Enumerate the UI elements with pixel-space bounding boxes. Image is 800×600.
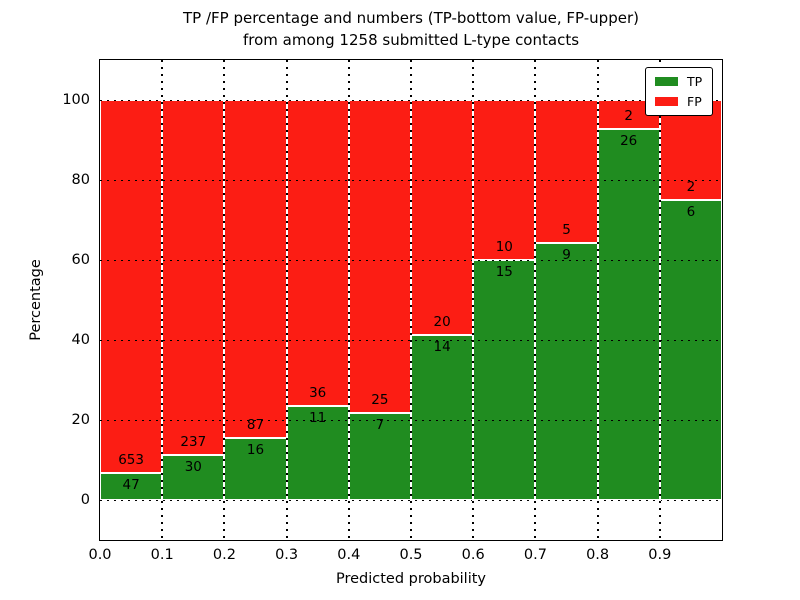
bar-count-label-tp: 11 bbox=[309, 410, 327, 427]
bar-count-label-fp: 20 bbox=[433, 314, 451, 331]
legend-swatch-tp bbox=[655, 77, 678, 86]
x-tick-label: 0.3 bbox=[275, 547, 299, 563]
gridline-vertical bbox=[285, 60, 288, 540]
bar-segment-fp bbox=[411, 100, 474, 336]
bar-segment-fp bbox=[286, 100, 349, 407]
plot-area: 653 47 237 30 87 16 36 11 25 7 20 14 10 15 5 9 2 26 2 6 TP F… bbox=[99, 59, 723, 541]
bar-count-label-fp: 2 bbox=[624, 107, 633, 124]
bar-count-label-tp: 16 bbox=[246, 441, 265, 458]
gridline-vertical bbox=[347, 60, 350, 540]
y-tick-label: 80 bbox=[71, 172, 90, 188]
bar-segment-tp bbox=[535, 242, 598, 500]
x-tick-label: 0.6 bbox=[461, 547, 485, 563]
bar-count-label-tp: 7 bbox=[375, 416, 385, 433]
bar-segment-tp bbox=[597, 128, 660, 500]
bar-segment-tp bbox=[100, 473, 163, 500]
x-tick-label: 0.7 bbox=[523, 547, 547, 563]
y-tick-label: 40 bbox=[71, 332, 90, 348]
bar-segment-fp bbox=[162, 100, 225, 456]
x-tick-label: 0.1 bbox=[150, 547, 174, 563]
gridline-vertical bbox=[161, 60, 164, 540]
bar-segment-fp bbox=[100, 100, 163, 474]
bar-count-label-fp: 653 bbox=[118, 452, 144, 469]
bar-count-label-tp: 15 bbox=[495, 264, 513, 280]
y-tick-label: 0 bbox=[80, 492, 90, 508]
x-tick-label: 0.9 bbox=[648, 547, 672, 563]
chart-title-line2: from among 1258 submitted L-type contact… bbox=[242, 31, 580, 49]
x-axis-label: Predicted probability bbox=[335, 571, 487, 587]
y-tick-label: 100 bbox=[62, 92, 90, 108]
bar-segment-fp bbox=[224, 100, 287, 438]
bar-count-label-fp: 2 bbox=[686, 179, 696, 195]
x-tick-label: 0.2 bbox=[212, 547, 236, 563]
gridline-vertical bbox=[658, 60, 661, 540]
y-tick-label: 60 bbox=[71, 252, 90, 268]
x-tick-label: 0.0 bbox=[88, 547, 112, 563]
legend-label-tp: TP bbox=[687, 74, 703, 89]
bar-count-label-fp: 10 bbox=[495, 239, 513, 255]
bar-count-label-fp: 237 bbox=[180, 434, 207, 451]
bar-segment-fp bbox=[348, 100, 411, 413]
bar-segment-tp bbox=[348, 412, 411, 500]
bar-count-label-tp: 9 bbox=[562, 246, 571, 263]
legend-label-fp: FP bbox=[687, 94, 702, 109]
bar-count-label-tp: 14 bbox=[433, 339, 451, 356]
gridline-vertical bbox=[472, 60, 475, 540]
bar-segment-tp bbox=[411, 335, 474, 500]
bar-segment-tp bbox=[473, 260, 536, 500]
legend-swatch-fp bbox=[655, 97, 678, 106]
bar-segment-fp bbox=[659, 100, 722, 200]
y-tick-label: 20 bbox=[71, 412, 90, 428]
legend: TP FP bbox=[645, 67, 714, 116]
chart-title-line1: TP /FP percentage and numbers (TP-bottom… bbox=[183, 9, 639, 27]
gridline-vertical bbox=[596, 60, 599, 540]
gridline-vertical bbox=[534, 60, 537, 540]
bar-count-label-fp: 25 bbox=[371, 391, 389, 408]
x-tick-label: 0.5 bbox=[399, 547, 423, 563]
bar-count-label-tp: 6 bbox=[686, 204, 696, 220]
bar-segment-tp bbox=[286, 406, 349, 500]
bar-count-label-tp: 30 bbox=[184, 459, 202, 476]
bar-count-label-fp: 5 bbox=[562, 221, 571, 238]
x-tick-label: 0.4 bbox=[337, 547, 361, 563]
y-axis-label: Percentage bbox=[28, 259, 44, 341]
bar-count-label-tp: 47 bbox=[122, 477, 140, 494]
bar-segment-tp bbox=[659, 200, 722, 500]
legend-entry-tp: TP bbox=[655, 74, 702, 89]
bar-count-label-fp: 36 bbox=[309, 385, 327, 402]
gridline-vertical bbox=[223, 60, 226, 540]
bar-count-label-tp: 26 bbox=[620, 132, 638, 149]
x-tick-label: 0.8 bbox=[586, 547, 610, 563]
bar-segment-tp bbox=[224, 437, 287, 500]
gridline-vertical bbox=[410, 60, 412, 540]
chart-title: TP /FP percentage and numbers (TP-bottom… bbox=[100, 7, 722, 51]
bar-count-label-fp: 87 bbox=[246, 416, 265, 433]
legend-entry-fp: FP bbox=[655, 94, 702, 109]
